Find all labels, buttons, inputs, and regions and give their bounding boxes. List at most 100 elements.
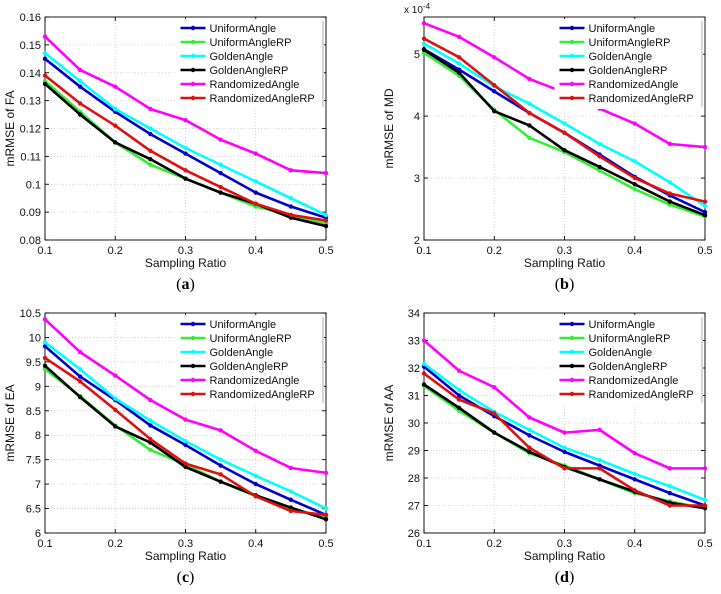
- x-tick-label: 0.2: [487, 245, 502, 257]
- chart-panel-2: 0.1 0.2 0.3 0.4 0.5 2 3 4 5 x 10-4 Sampling Ratio m…: [382, 2, 713, 293]
- data-point-goldenangle: [527, 427, 532, 433]
- data-point-goldenangle: [183, 145, 188, 151]
- data-point-uniformangle: [253, 481, 258, 487]
- data-point-randomizedanglerp: [218, 472, 223, 477]
- data-point-randomizedanglerp: [253, 201, 258, 206]
- data-point-goldenangle: [288, 195, 294, 201]
- data-point-uniformangle: [702, 209, 708, 215]
- legend-label-uniformangle: UniformAngle: [210, 319, 277, 331]
- legend-label-uniformanglerp: UniformAngleRP: [210, 333, 292, 345]
- legend-marker-randomizedangle: [569, 377, 575, 383]
- data-point-goldenanglerp: [42, 363, 48, 368]
- data-point-randomizedanglerp: [492, 411, 497, 416]
- y-tick-label: 26: [408, 528, 420, 540]
- data-point-uniformangle: [527, 433, 532, 438]
- y-tick-label: 6: [35, 528, 41, 540]
- data-point-goldenangle: [288, 489, 294, 494]
- y-tick-label: 0.14: [20, 68, 41, 80]
- x-tick-label: 0.4: [248, 245, 263, 257]
- data-point-goldenangle: [632, 471, 637, 477]
- data-point-uniformangle: [218, 463, 223, 468]
- data-point-randomizedangle: [562, 430, 567, 435]
- data-point-goldenangle: [421, 361, 427, 367]
- data-point-goldenanglerp: [527, 123, 532, 128]
- y-tick-label: 4: [414, 111, 420, 123]
- data-point-goldenangle: [323, 506, 329, 511]
- y-tick-label: 9: [35, 381, 41, 393]
- legend-label-uniformanglerp: UniformAngleRP: [589, 333, 671, 345]
- data-point-randomizedangle: [113, 373, 118, 378]
- data-point-randomizedanglerp: [288, 212, 294, 218]
- data-point-randomizedangle: [492, 55, 497, 60]
- x-axis-label: Sampling Ratio: [145, 549, 227, 563]
- x-tick-label: 0.3: [557, 538, 572, 550]
- legend-label-randomizedanglerp: RandomizedAngleRP: [589, 389, 694, 401]
- legend-label-goldenanglerp: GoldenAngleRP: [210, 65, 289, 77]
- legend-marker-uniformanglerp: [569, 335, 575, 341]
- data-point-randomizedangle: [632, 451, 637, 456]
- legend-marker-goldenanglerp: [190, 67, 196, 73]
- legend-box: [175, 19, 324, 109]
- x-tick-label: 0.1: [416, 245, 431, 257]
- data-point-randomizedangle: [253, 151, 258, 156]
- legend-label-randomizedangle: RandomizedAngle: [589, 79, 679, 91]
- data-point-randomizedanglerp: [323, 218, 329, 223]
- data-point-goldenangle: [253, 473, 258, 478]
- data-point-randomizedangle: [183, 117, 188, 123]
- data-point-randomizedanglerp: [632, 488, 637, 493]
- x-tick-label: 0.1: [37, 245, 52, 257]
- data-point-randomizedanglerp: [253, 494, 258, 499]
- data-point-randomizedanglerp: [632, 175, 637, 181]
- data-point-goldenangle: [456, 61, 462, 66]
- data-point-randomizedangle: [632, 121, 637, 126]
- x-axis-label: Sampling Ratio: [524, 549, 606, 563]
- data-point-randomizedangle: [42, 317, 48, 322]
- legend-label-randomizedangle: RandomizedAngle: [589, 375, 679, 387]
- x-tick-label: 0.3: [178, 538, 193, 550]
- data-point-randomizedanglerp: [667, 191, 673, 196]
- y-tick-label: 0.13: [20, 96, 41, 108]
- data-point-goldenanglerp: [323, 223, 329, 229]
- legend-marker-goldenanglerp: [190, 363, 196, 369]
- data-point-randomizedanglerp: [288, 508, 294, 514]
- data-point-randomizedangle: [42, 34, 48, 39]
- data-point-goldenanglerp: [632, 182, 637, 187]
- x-tick-label: 0.1: [37, 538, 52, 550]
- legend-marker-randomizedanglerp: [190, 391, 196, 397]
- data-point-goldenanglerp: [597, 477, 602, 482]
- legend-marker-goldenanglerp: [569, 363, 575, 369]
- data-point-randomizedanglerp: [421, 36, 427, 41]
- legend-marker-uniformangle: [190, 321, 196, 327]
- legend-box: [554, 315, 703, 405]
- data-point-randomizedanglerp: [667, 503, 673, 508]
- legend-marker-uniformanglerp: [190, 39, 196, 45]
- legend-marker-randomizedanglerp: [569, 95, 575, 101]
- data-point-randomizedanglerp: [562, 130, 567, 136]
- legend-label-uniformangle: UniformAngle: [210, 23, 277, 35]
- legend-label-uniformanglerp: UniformAngleRP: [210, 37, 292, 49]
- y-axis-label: mRMSE of EA: [3, 384, 17, 461]
- data-point-randomizedangle: [597, 427, 602, 433]
- y-tick-label: 0.11: [20, 151, 41, 163]
- data-point-randomizedangle: [456, 34, 462, 40]
- data-point-goldenanglerp: [456, 70, 462, 75]
- legend-label-randomizedanglerp: RandomizedAngleRP: [589, 93, 694, 105]
- x-tick-label: 0.3: [178, 245, 193, 257]
- y-tick-label: 7: [35, 479, 41, 491]
- x-axis-label: Sampling Ratio: [145, 256, 227, 270]
- data-point-goldenangle: [42, 51, 48, 56]
- data-point-goldenanglerp: [597, 164, 602, 170]
- data-point-randomizedangle: [421, 338, 427, 343]
- data-point-goldenangle: [323, 212, 329, 218]
- data-point-uniformanglerp: [667, 202, 673, 207]
- y-axis-label: mRMSE of MD: [382, 88, 396, 168]
- y-axis-label: mRMSE of FA: [3, 90, 17, 166]
- y-tick-label: 8.5: [26, 406, 41, 418]
- panel-label: (b): [555, 276, 575, 293]
- data-point-randomizedangle: [667, 466, 673, 471]
- data-point-randomizedangle: [218, 137, 223, 142]
- y-tick-label: 0.08: [20, 235, 41, 247]
- data-point-uniformanglerp: [632, 187, 637, 192]
- data-point-goldenanglerp: [288, 505, 294, 510]
- data-point-goldenanglerp: [148, 156, 153, 162]
